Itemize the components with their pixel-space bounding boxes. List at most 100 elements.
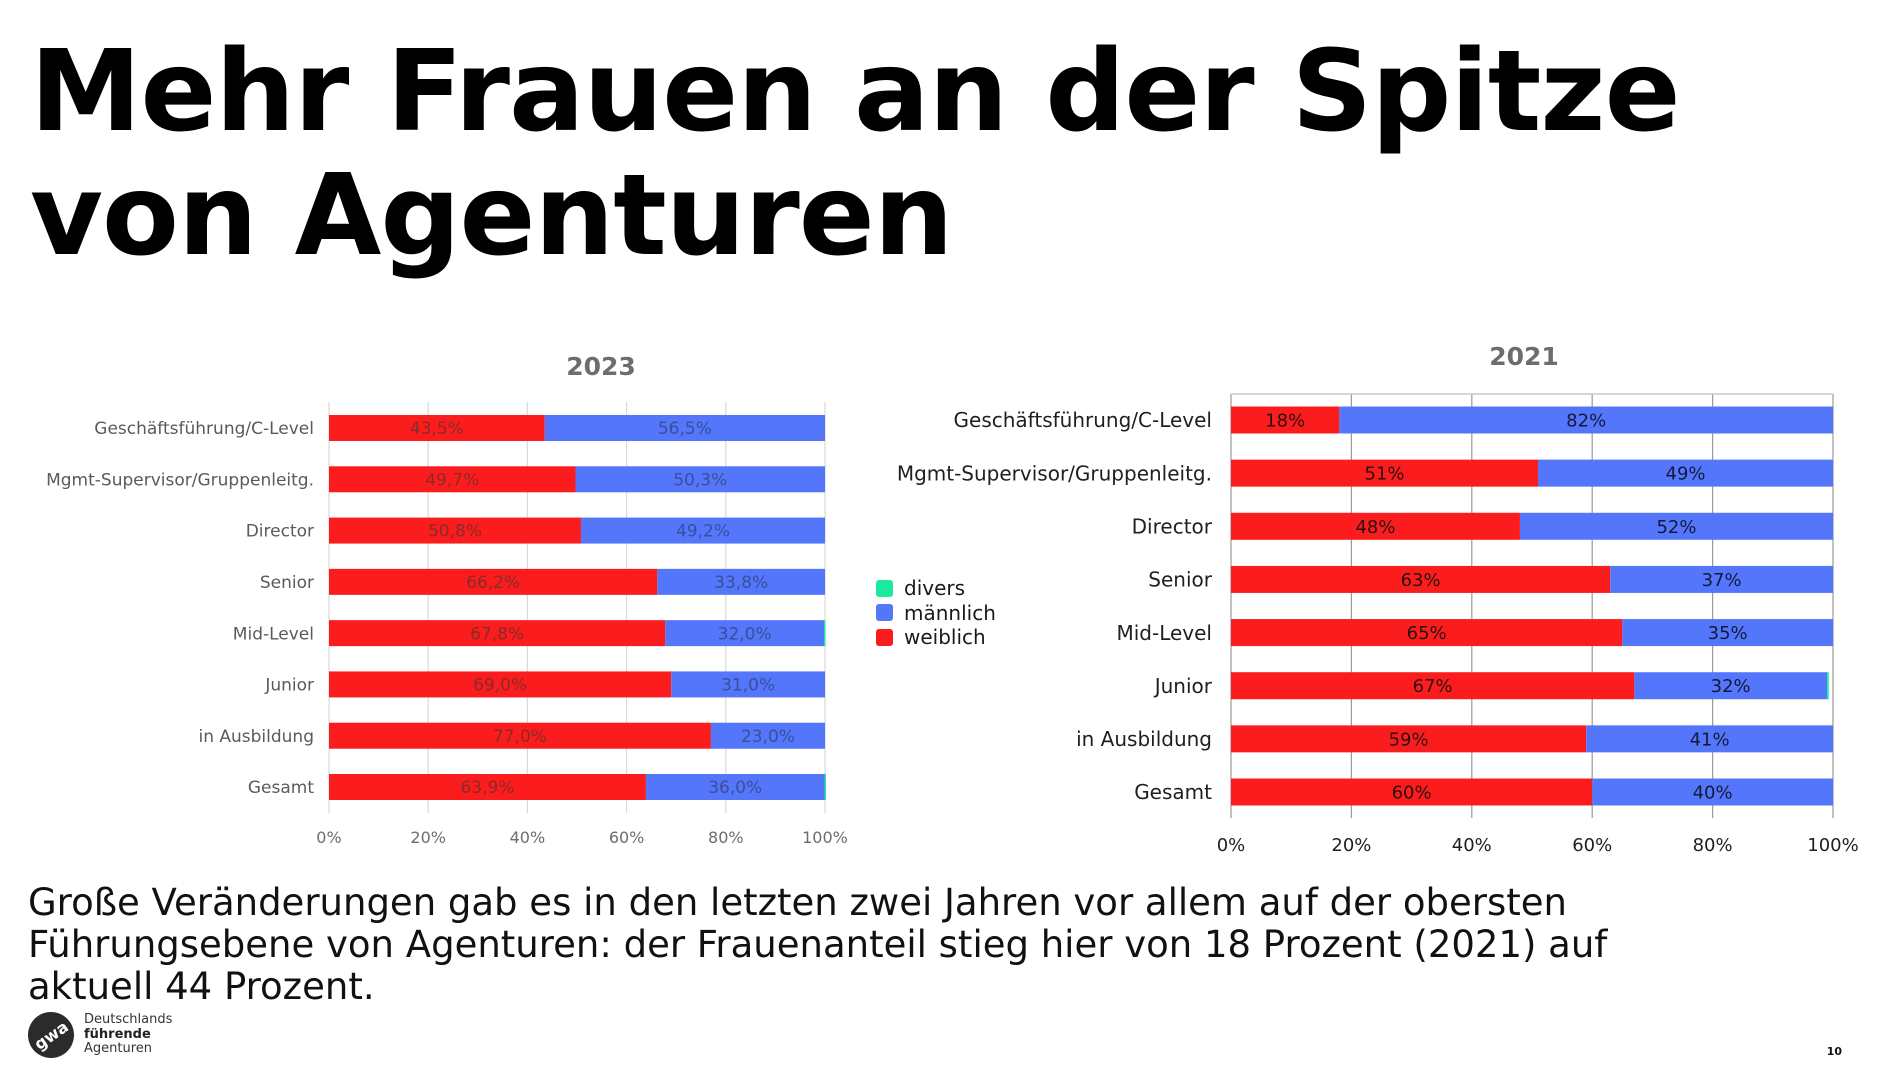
- x-tick-label-2023-3: 60%: [609, 828, 645, 847]
- data-label-2021-weiblich-7: 60%: [1392, 782, 1432, 803]
- bar-2021-männlich-1: [1538, 459, 1833, 487]
- summary-line-2: Führungsebene von Agenturen: der Frauena…: [28, 923, 1608, 966]
- bar-2023-weiblich-3: [329, 568, 658, 595]
- category-label-2021-2: Director: [1132, 514, 1213, 538]
- data-label-2023-männlich-7: 36,0%: [708, 778, 762, 798]
- bar-2021-männlich-0: [1339, 406, 1833, 434]
- category-label-2021-4: Mid-Level: [1116, 621, 1212, 645]
- x-tick-label-2023-0: 0%: [316, 828, 341, 847]
- legend-swatch-weiblich: [876, 628, 893, 646]
- legend-label-maennlich: männlich: [904, 600, 996, 625]
- legend-label-divers: divers: [904, 576, 966, 601]
- legend-item-divers: divers: [876, 576, 996, 601]
- data-label-2021-weiblich-0: 18%: [1265, 410, 1305, 431]
- data-label-2023-weiblich-3: 66,2%: [466, 573, 520, 593]
- category-label-2023-2: Director: [246, 522, 314, 542]
- bar-2023-männlich-2: [580, 517, 825, 544]
- data-label-2021-männlich-0: 82%: [1566, 410, 1606, 431]
- data-label-2023-männlich-5: 31,0%: [721, 676, 775, 696]
- bar-2021-weiblich-7: [1231, 778, 1593, 806]
- data-label-2021-männlich-4: 35%: [1708, 623, 1748, 644]
- bar-2023-männlich-6: [710, 722, 825, 749]
- page-number: 10: [1826, 1045, 1842, 1058]
- data-label-2023-männlich-6: 23,0%: [741, 727, 795, 747]
- x-tick-label-2023-4: 80%: [708, 828, 744, 847]
- bar-2023-männlich-0: [544, 415, 825, 441]
- category-label-2021-0: Geschäftsführung/C-Level: [954, 408, 1212, 432]
- bar-2023-männlich-7: [645, 774, 825, 800]
- data-label-2021-männlich-6: 41%: [1690, 729, 1730, 750]
- data-label-2021-männlich-7: 40%: [1693, 782, 1733, 803]
- x-tick-label-2023-5: 100%: [802, 828, 848, 847]
- data-label-2021-männlich-3: 37%: [1702, 570, 1742, 591]
- bar-2023-divers-7: [824, 774, 827, 800]
- bar-2021-weiblich-6: [1231, 725, 1587, 753]
- x-tick-label-2023-1: 20%: [410, 828, 446, 847]
- x-tick-label-2021-3: 60%: [1572, 835, 1612, 856]
- data-label-2023-weiblich-6: 77,0%: [493, 727, 547, 747]
- category-label-2023-5: Junior: [264, 676, 314, 696]
- summary-line-1: Große Veränderungen gab es in den letzte…: [28, 881, 1567, 924]
- legend-label-weiblich: weiblich: [904, 625, 986, 650]
- summary-text: Große Veränderungen gab es in den letzte…: [28, 882, 1828, 1008]
- x-tick-label-2021-5: 100%: [1807, 835, 1858, 856]
- data-label-2021-weiblich-6: 59%: [1389, 729, 1429, 750]
- data-label-2023-weiblich-1: 49,7%: [425, 470, 479, 490]
- bar-2021-weiblich-2: [1231, 512, 1520, 540]
- data-label-2021-weiblich-5: 67%: [1413, 676, 1453, 697]
- bar-2023-männlich-3: [657, 568, 825, 595]
- summary-line-3: aktuell 44 Prozent.: [28, 965, 375, 1008]
- data-label-2021-männlich-5: 32%: [1711, 676, 1751, 697]
- bar-2021-weiblich-0: [1231, 406, 1340, 434]
- bar-2023-weiblich-5: [329, 671, 672, 698]
- bar-2023-weiblich-4: [329, 620, 666, 647]
- slide-title-line-2: von Agenturen: [30, 151, 953, 281]
- x-tick-label-2021-0: 0%: [1217, 835, 1246, 856]
- x-tick-label-2021-1: 20%: [1331, 835, 1371, 856]
- x-tick-label-2021-2: 40%: [1452, 835, 1492, 856]
- bar-2023-männlich-5: [671, 671, 825, 698]
- bar-2023-weiblich-7: [329, 774, 646, 800]
- data-label-2023-weiblich-5: 69,0%: [473, 676, 527, 696]
- bar-2021-männlich-3: [1610, 565, 1833, 593]
- legend-swatch-divers: [876, 579, 893, 597]
- gwa-logo-icon: gwa: [18, 1002, 84, 1068]
- data-label-2023-weiblich-4: 67,8%: [470, 624, 524, 644]
- data-label-2021-weiblich-2: 48%: [1355, 517, 1395, 538]
- bar-2023-weiblich-0: [329, 415, 545, 441]
- chart-legend: divers männlich weiblich: [876, 576, 996, 650]
- category-label-2023-3: Senior: [260, 573, 314, 593]
- data-label-2023-männlich-2: 49,2%: [676, 522, 730, 542]
- bar-2021-männlich-6: [1586, 725, 1833, 753]
- category-label-2021-3: Senior: [1148, 568, 1212, 592]
- category-label-2021-7: Gesamt: [1134, 780, 1212, 804]
- bar-2021-männlich-5: [1634, 672, 1827, 700]
- bar-2021-weiblich-3: [1231, 565, 1611, 593]
- category-label-2023-6: in Ausbildung: [198, 727, 314, 747]
- x-tick-label-2023-2: 40%: [510, 828, 546, 847]
- bar-2023-divers-4: [824, 620, 826, 647]
- legend-item-maennlich: männlich: [876, 601, 996, 626]
- bar-2023-weiblich-1: [329, 466, 576, 493]
- category-label-2021-6: in Ausbildung: [1076, 727, 1212, 751]
- chart-title-2021: 2021: [1489, 342, 1559, 371]
- bar-2021-weiblich-5: [1231, 672, 1635, 700]
- legend-swatch-maennlich: [876, 604, 893, 622]
- bar-2023-weiblich-2: [329, 517, 581, 544]
- category-label-2023-7: Gesamt: [248, 778, 314, 798]
- category-label-2021-5: Junior: [1153, 674, 1213, 698]
- category-label-2023-1: Mgmt-Supervisor/Gruppenleitg.: [46, 470, 314, 490]
- data-label-2023-männlich-4: 32,0%: [718, 624, 772, 644]
- data-label-2021-weiblich-4: 65%: [1407, 623, 1447, 644]
- data-label-2023-männlich-3: 33,8%: [714, 573, 768, 593]
- x-tick-label-2021-4: 80%: [1693, 835, 1733, 856]
- bar-2021-männlich-2: [1519, 512, 1833, 540]
- slide-title: Mehr Frauen an der Spitze von Agenturen: [30, 30, 1681, 281]
- bar-2021-männlich-7: [1592, 778, 1833, 806]
- data-label-2021-weiblich-1: 51%: [1365, 464, 1405, 485]
- data-label-2021-männlich-1: 49%: [1666, 464, 1706, 485]
- data-label-2021-weiblich-3: 63%: [1401, 570, 1441, 591]
- chart-title-2023: 2023: [566, 352, 636, 381]
